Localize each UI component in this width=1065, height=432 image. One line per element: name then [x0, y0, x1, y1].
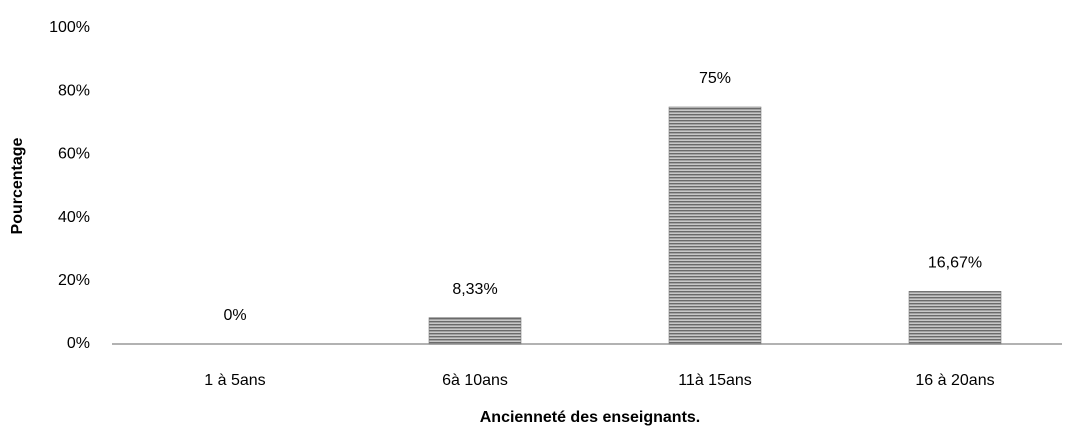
- bar: [428, 317, 522, 345]
- y-tick-label: 80%: [58, 82, 90, 99]
- x-tick-label: 6à 10ans: [442, 372, 508, 389]
- x-axis-title: Ancienneté des enseignants.: [480, 409, 701, 426]
- y-tick-label: 100%: [49, 19, 90, 36]
- bar: [908, 291, 1002, 345]
- value-label: 8,33%: [452, 281, 497, 298]
- value-label: 16,67%: [928, 255, 982, 272]
- value-label: 75%: [699, 70, 731, 87]
- y-tick-label: 60%: [58, 146, 90, 163]
- y-axis-title: Pourcentage: [9, 137, 26, 234]
- y-tick-label: 20%: [58, 272, 90, 289]
- x-tick-label: 1 à 5ans: [204, 372, 265, 389]
- bar: [668, 106, 762, 345]
- x-tick-label: 11à 15ans: [678, 372, 752, 389]
- y-tick-label: 0%: [67, 335, 90, 352]
- x-tick-label: 16 à 20ans: [915, 372, 994, 389]
- y-tick-label: 40%: [58, 209, 90, 226]
- value-label: 0%: [223, 307, 246, 324]
